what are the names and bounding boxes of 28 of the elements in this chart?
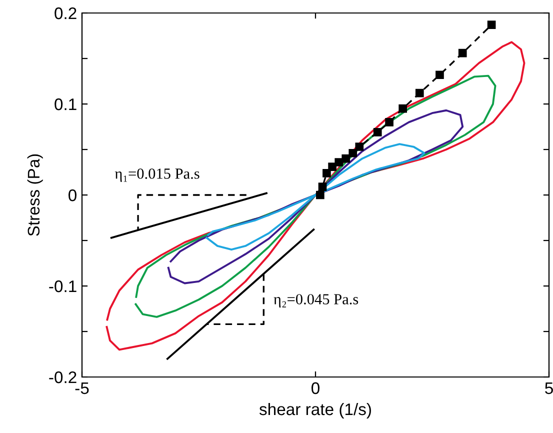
x-tick-label: -5 [75,382,89,394]
line-series [206,143,426,251]
point [342,154,350,163]
y-axis-title: Stress (Pa) [27,154,43,236]
point [348,148,358,158]
point [385,118,394,126]
point [458,48,467,58]
point [436,70,444,80]
annotation: η₂=0.045 Pa.s [274,294,358,308]
x-axis-title: shear rate (1/s) [259,402,371,418]
x-tick-label: 0 [312,382,320,394]
point [318,182,327,191]
point [398,104,407,113]
point [415,88,424,98]
point [487,20,496,29]
y-tick-label: 0.1 [54,98,76,110]
point [316,190,324,200]
x-tick-label: 5 [545,382,553,394]
y-tick-label: -0.1 [49,280,76,292]
point [355,142,364,151]
point [334,158,344,166]
y-tick-label: 0 [68,189,76,202]
point [322,168,331,178]
annotation: η₁=0.015 Pa.s [114,168,200,182]
point [328,162,336,171]
y-tick-label: 0.2 [54,7,76,20]
y-tick-label: -0.2 [49,371,76,384]
point [373,128,382,136]
